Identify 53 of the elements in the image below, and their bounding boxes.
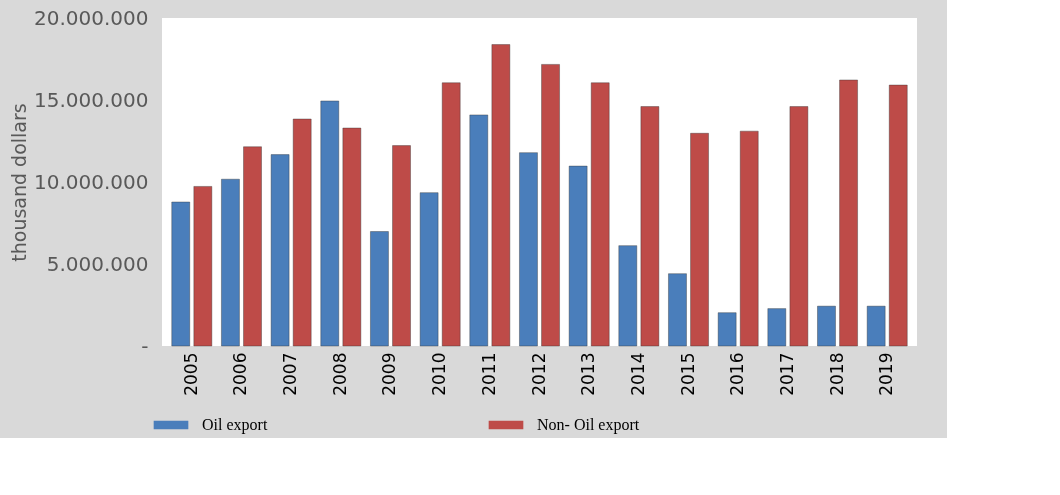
bar — [442, 82, 461, 347]
x-tick-label: 2011 — [478, 352, 499, 396]
bar — [618, 245, 637, 347]
bar — [221, 179, 240, 347]
x-tick-label: 2008 — [329, 352, 350, 396]
x-tick-label: 2019 — [876, 352, 897, 396]
bar — [519, 152, 538, 347]
bar — [789, 106, 809, 347]
bar — [591, 82, 610, 347]
bar — [171, 201, 190, 347]
bar — [767, 308, 787, 347]
x-tick-label: 2013 — [578, 352, 599, 396]
bar — [740, 130, 759, 347]
bar — [243, 146, 262, 347]
bar — [817, 305, 836, 347]
y-tick-label: - — [141, 333, 149, 358]
bar — [541, 64, 560, 347]
y-tick-label: 10.000.000 — [33, 169, 149, 194]
legend-label: Oil export — [202, 416, 268, 434]
x-tick-label: 2005 — [180, 352, 201, 396]
x-tick-label: 2017 — [776, 352, 797, 396]
x-tick-label: 2010 — [429, 352, 450, 396]
bar — [469, 114, 488, 347]
bar — [392, 145, 411, 347]
x-tick-label: 2018 — [826, 352, 847, 396]
y-tick-label: 15.000.000 — [33, 87, 149, 112]
x-tick-label: 2016 — [727, 352, 748, 396]
y-axis-title: thousand dollars — [7, 103, 30, 262]
x-tick-label: 2015 — [677, 352, 698, 396]
y-tick-label: 20.000.000 — [33, 5, 149, 30]
bar — [370, 231, 389, 347]
bar — [491, 44, 511, 347]
bar — [320, 100, 339, 347]
bar — [839, 79, 858, 347]
bar — [690, 133, 709, 347]
y-tick-label: 5.000.000 — [46, 251, 149, 276]
x-tick-label: 2009 — [379, 352, 400, 396]
x-tick-label: 2014 — [627, 352, 648, 396]
bar — [292, 118, 312, 347]
x-tick-label: 2007 — [280, 352, 301, 396]
bar — [717, 312, 737, 347]
bar — [668, 273, 687, 347]
bar — [866, 305, 886, 347]
bar — [270, 154, 290, 347]
bar — [889, 84, 908, 347]
bar — [342, 127, 362, 347]
x-tick-label: 2006 — [230, 352, 251, 396]
bar — [568, 165, 588, 347]
bar — [193, 186, 213, 347]
x-tick-label: 2012 — [528, 352, 549, 396]
bar — [640, 106, 660, 347]
legend-label: Non- Oil export — [537, 416, 640, 434]
bar — [419, 192, 439, 347]
